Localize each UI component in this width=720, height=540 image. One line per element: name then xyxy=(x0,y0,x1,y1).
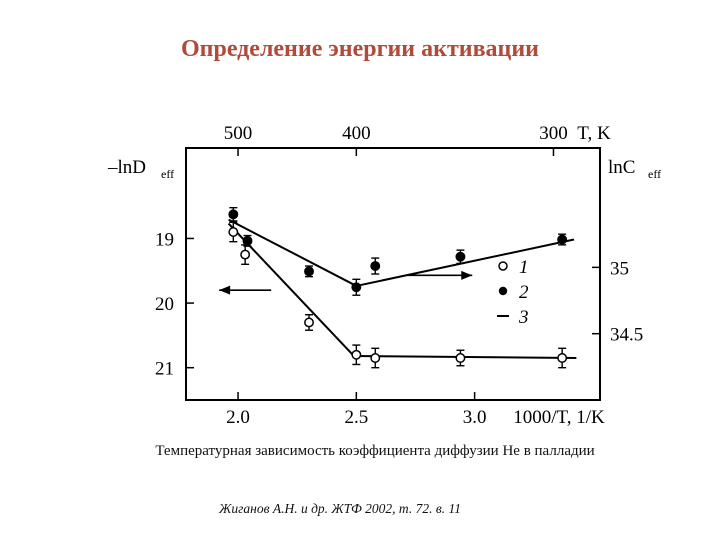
figure-caption: Температурная зависимость коэффициента д… xyxy=(155,443,595,459)
y-right-axis-label: lnC xyxy=(608,157,635,178)
legend-label: 3 xyxy=(518,307,529,328)
data-point-series-2 xyxy=(557,234,568,245)
data-point-series-1 xyxy=(240,249,251,260)
x-top-axis-label: T, K xyxy=(577,123,611,144)
y-left-axis-label: –lnD xyxy=(107,157,146,178)
x-top-tick-label: 400 xyxy=(342,123,371,144)
data-point-series-2 xyxy=(370,261,381,271)
plot-frame xyxy=(185,147,601,401)
legend-label: 1 xyxy=(519,257,529,278)
data-point-series-1 xyxy=(304,317,314,328)
legend-marker-filled xyxy=(498,286,508,296)
x-top-tick-label: 500 xyxy=(224,123,253,144)
data-point-series-2 xyxy=(351,282,362,293)
fit-line xyxy=(356,238,575,287)
x-top-tick-label: 300 xyxy=(539,123,568,144)
citation: Жиганов А.Н. и др. ЖТФ 2002, т. 72. в. 1… xyxy=(219,501,461,516)
x-tick-label: 3.0 xyxy=(463,407,487,428)
x-axis-label: 1000/T, 1/K xyxy=(513,407,605,428)
y-right-tick-label: 34.5 xyxy=(610,325,643,346)
data-point-series-1 xyxy=(455,353,466,363)
slide-title: Определение энергии активации xyxy=(180,36,540,62)
legend-label: 2 xyxy=(519,282,529,303)
data-point-series-1 xyxy=(351,349,362,360)
x-tick-label: 2.5 xyxy=(344,407,368,428)
data-point-series-2 xyxy=(228,209,239,220)
legend-marker-open xyxy=(498,261,508,271)
data-point-series-1 xyxy=(370,353,381,363)
data-point-series-2 xyxy=(455,251,466,262)
axis-arrow-head xyxy=(219,285,231,295)
data-point-series-1 xyxy=(557,353,568,363)
y-right-axis-label-sub: eff xyxy=(648,167,661,181)
y-left-tick-label: 20 xyxy=(155,294,174,315)
axis-arrow-head xyxy=(461,270,473,280)
data-point-series-2 xyxy=(242,235,253,246)
data-point-series-1 xyxy=(228,227,239,237)
y-left-tick-label: 21 xyxy=(155,359,174,380)
x-tick-label: 2.0 xyxy=(226,407,250,428)
fit-line xyxy=(228,218,357,287)
y-left-tick-label: 19 xyxy=(155,229,174,250)
data-point-series-2 xyxy=(304,266,314,277)
y-left-axis-label-sub: eff xyxy=(161,167,174,181)
y-right-tick-label: 35 xyxy=(610,258,629,279)
